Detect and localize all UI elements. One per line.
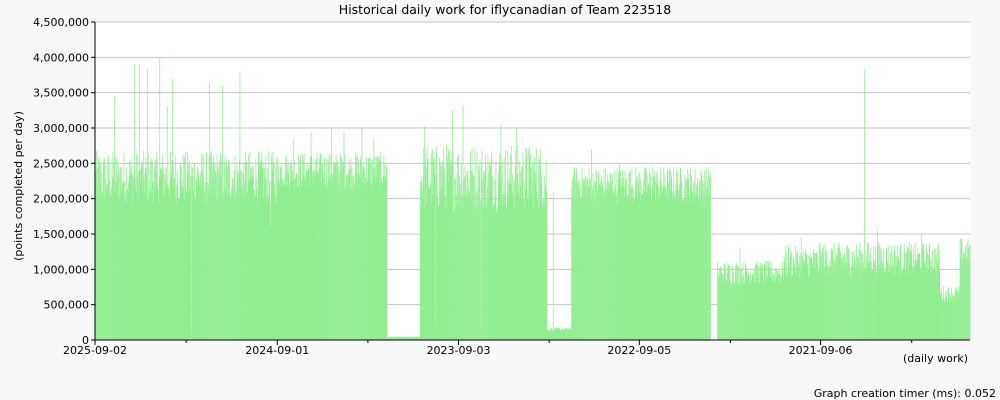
y-tick-label: 2,000,000 (33, 193, 89, 206)
graph-timer-footer: Graph creation timer (ms): 0.052 (814, 387, 996, 400)
y-axis-ticks: 0 500,000 1,000,000 1,500,000 2,000,000 2,500… (33, 16, 95, 347)
y-tick-label: 4,000,000 (33, 51, 89, 64)
y-tick-label: 0 (82, 334, 89, 347)
y-tick-label: 500,000 (44, 299, 90, 312)
x-tick-label: 2022-09-05 (607, 344, 671, 357)
y-tick-label: 2,500,000 (33, 157, 89, 170)
x-axis-label: (daily work) (903, 352, 968, 365)
x-tick-label: 2021-09-06 (789, 344, 853, 357)
y-axis-label: (points completed per day) (12, 111, 25, 261)
x-tick-label: 2025-09-02 (63, 344, 127, 357)
chart-title: Historical daily work for iflycanadian o… (339, 2, 671, 17)
x-tick-label: 2023-09-03 (427, 344, 491, 357)
axes (94, 22, 970, 341)
x-tick-label: 2024-09-01 (245, 344, 309, 357)
y-tick-label: 3,500,000 (33, 87, 89, 100)
bar-series (94, 57, 971, 340)
y-tick-label: 1,500,000 (33, 228, 89, 241)
y-tick-label: 4,500,000 (33, 16, 89, 29)
y-tick-label: 1,000,000 (33, 263, 89, 276)
x-axis-ticks: 2025-09-02 2024-09-01 2023-09-03 2022-09-05… (63, 340, 913, 357)
y-tick-label: 3,000,000 (33, 122, 89, 135)
